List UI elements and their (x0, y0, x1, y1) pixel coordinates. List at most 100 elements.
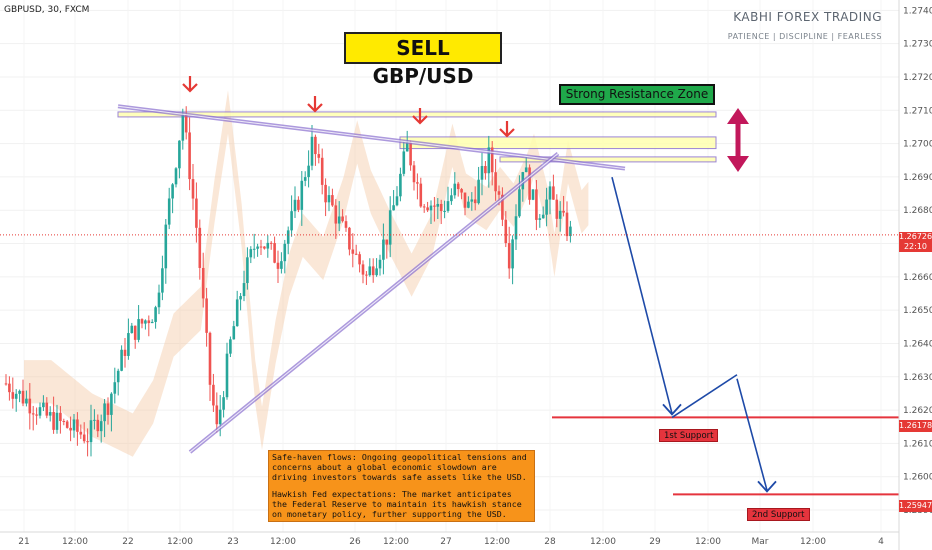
candle-body (371, 266, 375, 276)
candle-body (120, 349, 123, 371)
x-tick-label: 12:00 (167, 537, 193, 547)
projection-segment (736, 378, 768, 491)
candle-body (127, 333, 130, 356)
x-tick-label: 12:00 (270, 537, 296, 547)
candle-body (266, 242, 270, 249)
candle-body (31, 413, 35, 415)
candle-body (426, 207, 429, 211)
candle-body (130, 325, 134, 334)
candle-body (280, 261, 283, 269)
candle-body (28, 398, 32, 414)
candle-body (239, 296, 242, 300)
candle-body (184, 115, 188, 133)
candle-body (545, 199, 548, 215)
candle-body (242, 283, 246, 297)
candle-body (283, 243, 287, 262)
candle-body (164, 224, 168, 269)
candle-body (416, 182, 419, 184)
candle-body (246, 257, 249, 284)
x-tick-label: 12:00 (695, 537, 721, 547)
y-tick-label: 1.26500 (903, 306, 932, 316)
candle-body (21, 390, 25, 404)
candle-body (385, 239, 389, 245)
candle-body (8, 383, 11, 393)
candle-body (331, 195, 334, 206)
candle-body (181, 115, 185, 141)
y-tick-label: 1.26000 (903, 473, 932, 483)
ichimoku-cloud (24, 90, 589, 457)
candle-body (358, 254, 361, 265)
y-tick-label: 1.26400 (903, 339, 932, 349)
x-tick-label: 22 (122, 537, 133, 547)
candle-body (351, 249, 355, 254)
candle-body (535, 189, 538, 220)
projection-arrowhead-2 (757, 480, 777, 493)
projection-arrowhead-1 (662, 403, 682, 416)
x-tick-label: 12:00 (590, 537, 616, 547)
y-tick-label: 1.27100 (903, 106, 932, 116)
candle-body (419, 183, 423, 207)
candle-body (348, 227, 351, 250)
fundamentals-note: Safe-haven flows: Ongoing geopolitical t… (268, 450, 535, 522)
candle-body (208, 332, 212, 385)
candle-body (235, 299, 239, 327)
candle-body (42, 402, 45, 408)
candle-body (320, 157, 324, 185)
candle-body (249, 249, 253, 258)
candle-body (460, 189, 463, 193)
brand-tagline: PATIENCE | DISCIPLINE | FEARLESS (727, 32, 882, 41)
candle-body (422, 206, 426, 208)
candle-body (35, 414, 38, 416)
candle-body (82, 434, 86, 442)
candle-body (52, 412, 55, 430)
x-tick-label: 21 (18, 537, 29, 547)
candle-body (232, 326, 236, 340)
candle-body (361, 264, 365, 275)
x-tick-label: 27 (440, 537, 451, 547)
candle-body (337, 216, 341, 224)
candle-body (297, 199, 300, 210)
candle-body (511, 239, 514, 269)
candle-body (490, 147, 494, 173)
x-tick-label: 23 (227, 537, 238, 547)
candle-body (443, 210, 446, 212)
candle-body (395, 196, 399, 206)
support-1-label: 1st Support (659, 429, 719, 442)
y-tick-label: 1.27000 (903, 140, 932, 150)
x-tick-label: 26 (349, 537, 361, 547)
fundamentals-paragraph-2: Hawkish Fed expectations: The market ant… (272, 489, 522, 519)
candle-body (273, 243, 276, 263)
candle-body (467, 201, 470, 208)
y-tick-label: 1.27300 (903, 40, 932, 50)
candle-body (463, 192, 467, 208)
candle-body (4, 383, 8, 385)
candle-body (212, 384, 215, 406)
y-tick-label: 1.26600 (903, 273, 932, 283)
candle-body (450, 195, 453, 202)
candle-body (225, 353, 229, 398)
candle-body (507, 243, 511, 269)
candle-body (310, 136, 314, 166)
candle-body (538, 218, 542, 220)
candle-body (229, 339, 232, 354)
candle-body (453, 183, 457, 196)
candle-body (215, 405, 219, 425)
candle-body (116, 370, 120, 383)
candle-body (76, 419, 79, 432)
candle-body (205, 298, 208, 333)
brand-name: KABHI FOREX TRADING (733, 10, 882, 24)
candle-body (174, 168, 178, 185)
candle-body (436, 203, 440, 207)
candle-body (300, 180, 304, 210)
candle-body (558, 210, 562, 219)
candle-body (222, 397, 225, 410)
candle-body (344, 221, 348, 228)
candle-body (497, 191, 501, 195)
candle-body (133, 325, 137, 340)
candle-body (113, 382, 117, 394)
candle-body (14, 393, 18, 399)
candle-body (86, 441, 89, 443)
x-tick-label: Mar (752, 537, 769, 547)
candle-body (96, 419, 100, 432)
